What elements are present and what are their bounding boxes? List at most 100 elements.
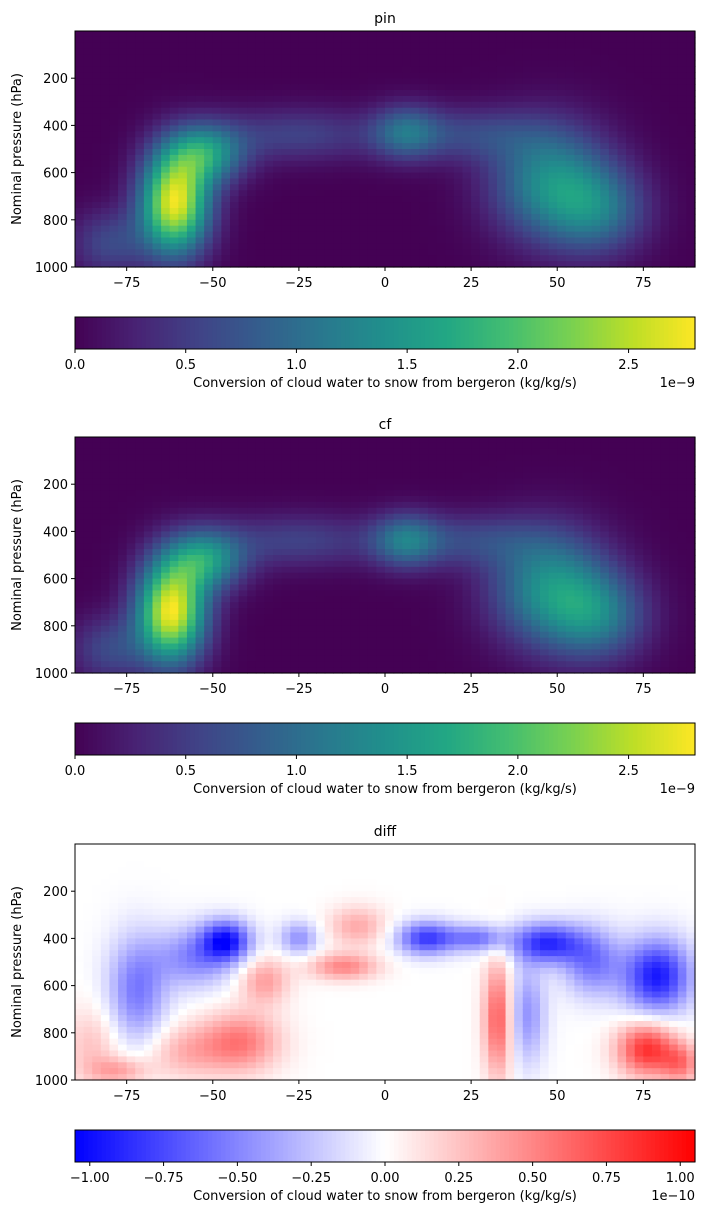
heatmap-cell xyxy=(204,149,214,156)
heatmap-cell xyxy=(462,590,472,597)
heatmap-cell xyxy=(410,261,421,268)
heatmap-cell xyxy=(367,166,377,174)
heatmap-cell xyxy=(385,66,395,73)
heatmap-cell xyxy=(471,484,481,491)
heatmap-cell xyxy=(402,490,412,497)
heatmap-cell xyxy=(83,584,93,591)
heatmap-cell xyxy=(75,625,85,633)
heatmap-cell xyxy=(204,261,214,268)
heatmap-cell xyxy=(324,237,334,244)
heatmap-cell xyxy=(686,36,696,44)
heatmap-cell xyxy=(385,531,395,538)
heatmap-cell xyxy=(230,560,240,568)
heatmap-cell xyxy=(109,125,119,132)
heatmap-cell xyxy=(161,160,171,168)
heatmap-cell xyxy=(608,107,619,115)
colorbar-swatch xyxy=(451,317,457,349)
heatmap-cell xyxy=(273,137,283,144)
heatmap-cell xyxy=(204,667,214,674)
colorbar-swatch xyxy=(389,317,395,349)
heatmap-cell xyxy=(118,437,128,444)
heatmap-cell xyxy=(350,202,360,209)
heatmap-cell xyxy=(385,555,395,562)
heatmap-cell xyxy=(445,590,455,597)
heatmap-cell xyxy=(100,655,111,662)
heatmap-cell xyxy=(591,125,601,132)
heatmap-cell xyxy=(230,472,240,479)
heatmap-cell xyxy=(100,143,111,150)
heatmap-cell xyxy=(488,231,498,239)
heatmap-cell xyxy=(126,614,136,621)
heatmap-cell xyxy=(565,255,576,262)
heatmap-cell xyxy=(385,566,395,574)
heatmap-cell xyxy=(118,95,128,103)
heatmap-cell xyxy=(643,196,653,203)
heatmap-cell xyxy=(298,237,309,244)
heatmap-cell xyxy=(221,448,231,456)
heatmap-cell xyxy=(462,119,472,126)
colorbar-tick-label: 0.0 xyxy=(65,358,86,373)
heatmap-cell xyxy=(505,213,515,221)
heatmap-cell xyxy=(126,219,136,227)
colorbar-swatch xyxy=(411,317,417,349)
heatmap-cell xyxy=(634,90,644,97)
heatmap-cell xyxy=(135,637,145,645)
heatmap-cell xyxy=(324,60,334,67)
heatmap-cell xyxy=(428,95,438,103)
heatmap-cell xyxy=(643,225,653,233)
heatmap-cell xyxy=(488,496,498,503)
heatmap-cell xyxy=(273,625,283,633)
heatmap-cell xyxy=(100,196,111,203)
heatmap-cell xyxy=(100,190,111,197)
heatmap-cell xyxy=(333,113,343,121)
heatmap-cell xyxy=(221,614,231,621)
heatmap-cell xyxy=(686,131,696,138)
heatmap-cell xyxy=(247,537,257,544)
heatmap-cell xyxy=(496,131,507,138)
heatmap-cell xyxy=(428,454,438,462)
heatmap-cell xyxy=(385,31,395,38)
heatmap-cell xyxy=(92,614,102,621)
heatmap-cell xyxy=(204,507,214,515)
heatmap-cell xyxy=(341,131,352,138)
heatmap-cell xyxy=(410,255,421,262)
heatmap-cell xyxy=(161,437,171,444)
heatmap-cell xyxy=(462,249,472,256)
heatmap-cell xyxy=(230,160,240,168)
heatmap-cell xyxy=(264,72,274,79)
heatmap-cell xyxy=(514,119,524,126)
heatmap-cell xyxy=(350,42,360,50)
heatmap-cell xyxy=(264,566,274,574)
heatmap-cell xyxy=(479,625,489,633)
heatmap-cell xyxy=(186,501,197,509)
heatmap-cell xyxy=(410,519,421,527)
heatmap-cell xyxy=(126,60,136,67)
heatmap-cell xyxy=(341,637,352,645)
heatmap-cell xyxy=(651,95,662,103)
heatmap-cell xyxy=(341,478,352,485)
heatmap-cell xyxy=(126,602,136,609)
heatmap-cell xyxy=(453,566,464,574)
heatmap-cell xyxy=(608,95,619,103)
heatmap-cell xyxy=(316,661,326,668)
colorbar-swatch xyxy=(478,317,484,349)
heatmap-cell xyxy=(462,231,472,239)
heatmap-cell xyxy=(161,466,171,473)
heatmap-cell xyxy=(152,178,162,185)
heatmap-cell xyxy=(212,113,222,121)
heatmap-cell xyxy=(419,154,429,162)
heatmap-cell xyxy=(471,490,481,497)
heatmap-cell xyxy=(350,572,360,580)
heatmap-cell xyxy=(178,131,188,138)
heatmap-cell xyxy=(393,584,403,591)
heatmap-cell xyxy=(178,101,188,109)
heatmap-cell xyxy=(557,95,567,103)
heatmap-cell xyxy=(341,507,352,515)
heatmap-cell xyxy=(195,484,205,491)
heatmap-cell xyxy=(617,149,627,156)
heatmap-cell xyxy=(462,101,472,109)
heatmap-cell xyxy=(669,137,679,144)
heatmap-cell xyxy=(186,31,197,38)
heatmap-cell xyxy=(126,131,136,138)
heatmap-cell xyxy=(152,255,162,262)
